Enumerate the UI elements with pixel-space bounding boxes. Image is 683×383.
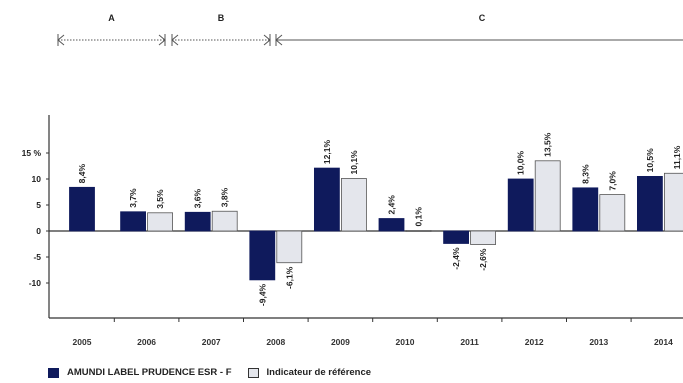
y-tick-label: 15 %: [22, 148, 42, 158]
bar-benchmark: [211, 210, 238, 232]
data-label: -6,1%: [284, 266, 294, 289]
x-tick-label: 2008: [266, 337, 285, 347]
data-label: -2,6%: [478, 248, 488, 271]
x-tick-label: 2010: [396, 337, 415, 347]
bar-fund: [443, 230, 470, 244]
data-label: 8,4%: [77, 164, 87, 184]
legend: AMUNDI LABEL PRUDENCE ESR - F Indicateur…: [48, 367, 371, 378]
x-tick-label: 2012: [525, 337, 544, 347]
x-tick-label: 2006: [137, 337, 156, 347]
data-label: 10,0%: [516, 150, 526, 175]
bar-fund: [637, 175, 663, 232]
x-tick-label: 2011: [460, 337, 479, 347]
data-label: 3,6%: [193, 188, 203, 208]
legend-swatch-fund: [48, 367, 59, 378]
bar-fund: [249, 230, 276, 281]
y-tick-label: 0: [36, 226, 41, 236]
data-label: 13,5%: [543, 132, 553, 157]
x-tick-label: 2007: [202, 337, 221, 347]
bar-fund: [184, 211, 211, 232]
data-label: 3,5%: [155, 189, 165, 209]
bar-benchmark: [534, 160, 561, 232]
data-labels: 8,4% 3,7% 3,5% 3,6% 3,8% -9,4% -6,1% 12,1% 10,1%…: [77, 132, 682, 306]
data-label: 0,1%: [414, 207, 424, 227]
data-label: 2,4%: [387, 195, 397, 215]
data-label: 10,1%: [349, 150, 359, 175]
bar-fund: [313, 167, 340, 232]
bar-fund: [378, 218, 405, 232]
x-tick-label: 2013: [589, 337, 608, 347]
x-tick-label: 2014: [654, 337, 673, 347]
y-tick-label: 5: [36, 200, 41, 210]
bar-fund: [69, 186, 95, 232]
bar-fund: [507, 178, 534, 232]
bar-fund: [120, 211, 146, 232]
bars: [69, 160, 683, 281]
data-label: -9,4%: [257, 283, 267, 306]
data-label: 7,0%: [607, 171, 617, 191]
data-label: 3,7%: [128, 188, 138, 208]
y-tick-label: -10: [29, 278, 42, 288]
bar-benchmark: [405, 230, 432, 232]
data-label: 3,8%: [220, 187, 230, 207]
bar-benchmark: [276, 230, 303, 264]
x-tick-label: 2009: [331, 337, 350, 347]
data-label: 11,1%: [672, 145, 682, 169]
bar-benchmark: [664, 172, 683, 232]
legend-swatch-benchmark: [247, 367, 259, 378]
legend-label-benchmark: Indicateur de référence: [266, 367, 372, 378]
period-label: A: [108, 13, 115, 23]
period-label: C: [479, 13, 486, 23]
y-tick-label: -5: [33, 252, 41, 262]
data-label: 10,5%: [645, 148, 655, 173]
period-brackets: A B C: [57, 13, 683, 46]
bar-benchmark: [340, 178, 367, 232]
bar-fund: [572, 187, 599, 232]
data-label: 8,3%: [580, 164, 590, 184]
data-label: 12,1%: [322, 140, 332, 165]
legend-label-fund: AMUNDI LABEL PRUDENCE ESR - F: [67, 367, 232, 378]
period-label: B: [218, 13, 225, 23]
bar-benchmark: [147, 212, 174, 232]
y-tick-label: 10: [32, 174, 42, 184]
bar-benchmark: [470, 230, 497, 245]
x-tick-label: 2005: [73, 337, 92, 347]
bar-benchmark: [599, 194, 626, 232]
data-label: -2,4%: [451, 247, 461, 270]
